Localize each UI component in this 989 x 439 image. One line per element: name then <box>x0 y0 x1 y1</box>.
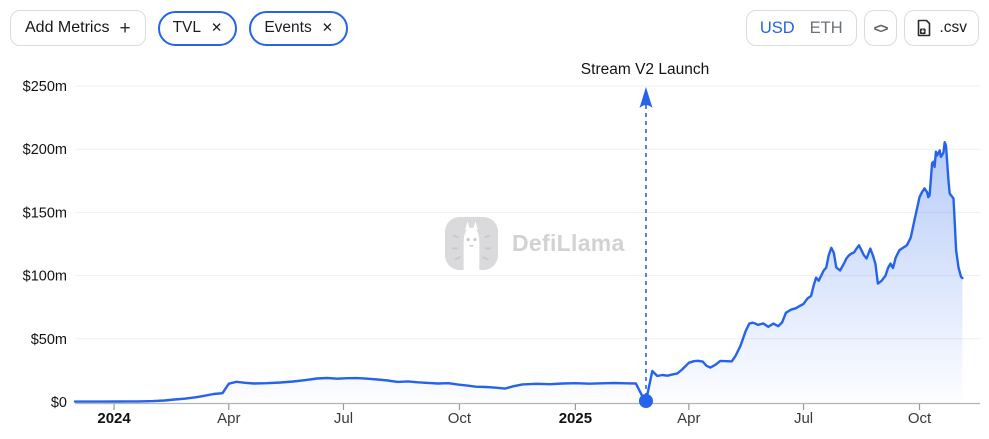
x-axis-label: Apr <box>217 410 240 427</box>
y-axis-label: $250m <box>23 79 67 95</box>
plus-icon: + <box>119 17 131 39</box>
y-axis-label: $50m <box>31 332 67 348</box>
chart-actions-group: USD ETH <> .csv <box>745 10 979 46</box>
tvl-area-fill <box>75 142 963 402</box>
y-axis-label: $200m <box>23 142 67 158</box>
add-metrics-button[interactable]: Add Metrics + <box>10 10 146 46</box>
x-axis-label: Oct <box>448 410 472 427</box>
toolbar: Add Metrics + TVL ✕ Events ✕ USD ETH <> … <box>0 0 989 56</box>
x-axis-label: 2024 <box>97 410 131 427</box>
csv-button-label: .csv <box>939 19 967 36</box>
event-annotation-label: Stream V2 Launch <box>580 61 710 78</box>
x-axis-label: 2025 <box>559 410 592 427</box>
event-marker-dot[interactable] <box>638 394 653 408</box>
y-axis-label: $100m <box>23 269 67 285</box>
currency-option-eth[interactable]: ETH <box>809 18 843 37</box>
embed-code-button[interactable]: <> <box>863 10 898 46</box>
x-axis-label: Jul <box>334 410 353 427</box>
add-metrics-label: Add Metrics <box>25 19 110 36</box>
file-download-icon <box>918 19 931 37</box>
event-arrow-icon <box>639 87 653 108</box>
code-icon: <> <box>873 20 889 36</box>
x-axis-label: Jul <box>794 410 813 427</box>
metrics-group: Add Metrics + TVL ✕ Events ✕ <box>10 10 349 46</box>
currency-option-usd[interactable]: USD <box>759 18 795 37</box>
x-axis-label: Oct <box>908 410 932 427</box>
currency-toggle: USD ETH <box>745 10 857 46</box>
close-icon[interactable]: ✕ <box>321 20 334 35</box>
metric-chip-events-label: Events <box>264 19 312 36</box>
y-axis-label: $0 <box>51 395 67 411</box>
tvl-line <box>73 141 964 403</box>
metric-chip-events[interactable]: Events ✕ <box>249 10 349 46</box>
metric-chip-tvl[interactable]: TVL ✕ <box>157 10 238 46</box>
x-axis-label: Apr <box>677 410 700 427</box>
metric-chip-tvl-label: TVL <box>172 19 202 36</box>
y-axis-label: $150m <box>23 205 67 221</box>
close-icon[interactable]: ✕ <box>211 20 223 35</box>
download-csv-button[interactable]: .csv <box>904 10 979 46</box>
